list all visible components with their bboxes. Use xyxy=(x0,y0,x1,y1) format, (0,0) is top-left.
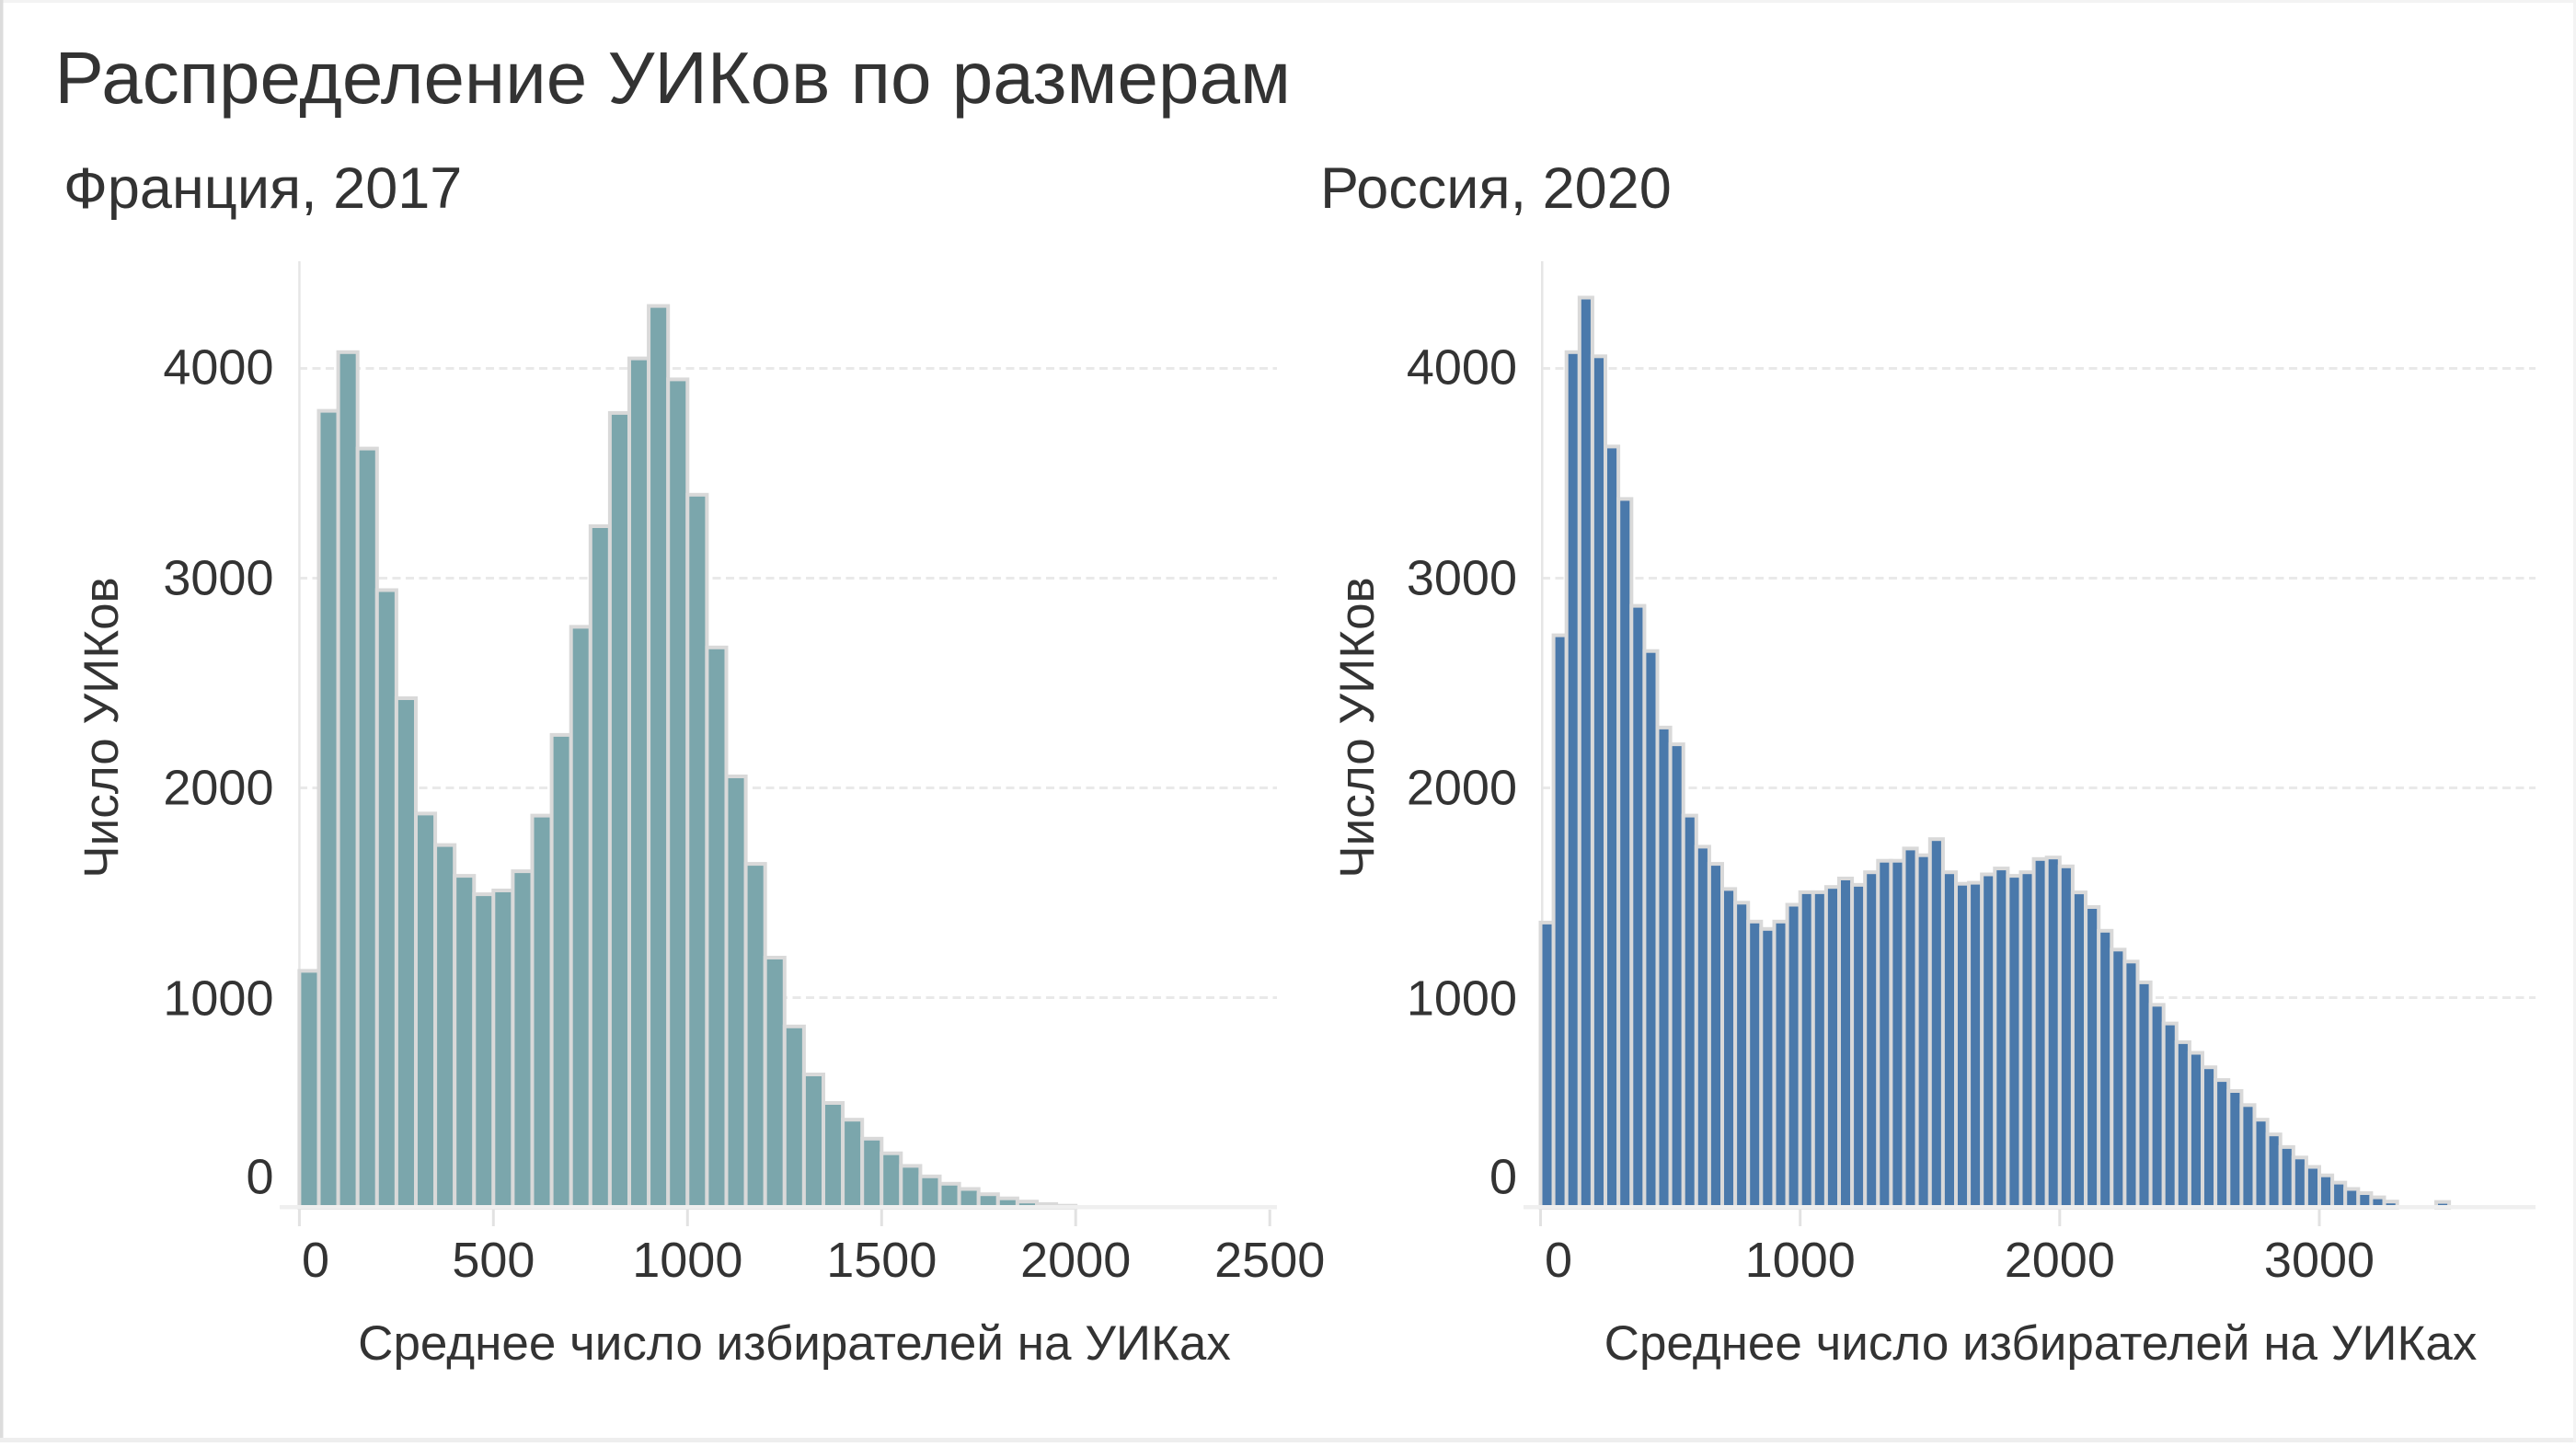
svg-text:0: 0 xyxy=(1489,1150,1517,1205)
svg-text:Среднее число избирателей на У: Среднее число избирателей на УИКах xyxy=(1604,1316,2478,1371)
svg-text:4000: 4000 xyxy=(1407,340,1517,396)
svg-text:2000: 2000 xyxy=(163,761,273,816)
svg-text:3000: 3000 xyxy=(2264,1233,2375,1288)
svg-text:0: 0 xyxy=(1545,1233,1572,1288)
svg-text:1000: 1000 xyxy=(1745,1233,1856,1288)
svg-text:4000: 4000 xyxy=(163,340,273,396)
svg-text:Россия, 2020: Россия, 2020 xyxy=(1320,156,1672,221)
svg-text:500: 500 xyxy=(452,1233,535,1288)
svg-text:2500: 2500 xyxy=(1214,1233,1325,1288)
svg-text:1000: 1000 xyxy=(163,971,273,1027)
svg-text:2000: 2000 xyxy=(2005,1233,2115,1288)
svg-text:Франция, 2017: Франция, 2017 xyxy=(63,156,462,221)
svg-text:Среднее число избирателей на У: Среднее число избирателей на УИКах xyxy=(358,1316,1231,1371)
svg-text:1000: 1000 xyxy=(632,1233,742,1288)
svg-text:Число УИКов: Число УИКов xyxy=(75,577,129,878)
svg-text:2000: 2000 xyxy=(1020,1233,1131,1288)
svg-text:0: 0 xyxy=(246,1150,273,1205)
svg-text:3000: 3000 xyxy=(1407,551,1517,606)
svg-text:Распределение УИКов по размера: Распределение УИКов по размерам xyxy=(55,37,1291,119)
svg-text:1500: 1500 xyxy=(826,1233,937,1288)
svg-text:0: 0 xyxy=(302,1233,329,1288)
svg-text:3000: 3000 xyxy=(163,551,273,606)
svg-text:1000: 1000 xyxy=(1407,971,1517,1027)
svg-text:Число УИКов: Число УИКов xyxy=(1330,577,1385,878)
svg-text:2000: 2000 xyxy=(1407,761,1517,816)
